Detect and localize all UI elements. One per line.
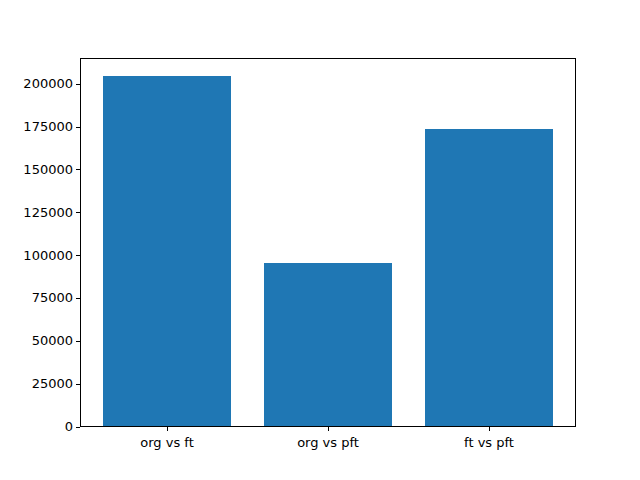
y-tick-label: 150000 [0,162,73,178]
bar-ft-vs-pft [425,129,554,427]
y-tick-mark [76,255,80,256]
y-tick-label: 100000 [0,248,73,264]
y-tick-label: 25000 [0,376,73,392]
y-tick-label: 50000 [0,333,73,349]
y-tick-label: 175000 [0,119,73,135]
figure: org vs ftorg vs pftft vs pft 0 25000 50000 7… [0,0,640,480]
x-tick-mark [328,427,329,431]
x-tick-label: org vs ft [87,435,247,451]
bar-org-vs-pft [264,263,393,427]
y-tick-label: 125000 [0,205,73,221]
y-tick-mark [76,341,80,342]
y-tick-mark [76,427,80,428]
x-tick-mark [489,427,490,431]
y-tick-mark [76,84,80,85]
y-tick-mark [76,169,80,170]
x-tick-mark [167,427,168,431]
y-tick-mark [76,127,80,128]
y-tick-label: 75000 [0,290,73,306]
bar-org-vs-ft [103,76,232,427]
y-tick-mark [76,384,80,385]
y-tick-label: 200000 [0,76,73,92]
y-tick-label: 0 [0,419,73,435]
y-tick-mark [76,298,80,299]
y-tick-mark [76,212,80,213]
x-tick-label: ft vs pft [409,435,569,451]
x-tick-label: org vs pft [248,435,408,451]
